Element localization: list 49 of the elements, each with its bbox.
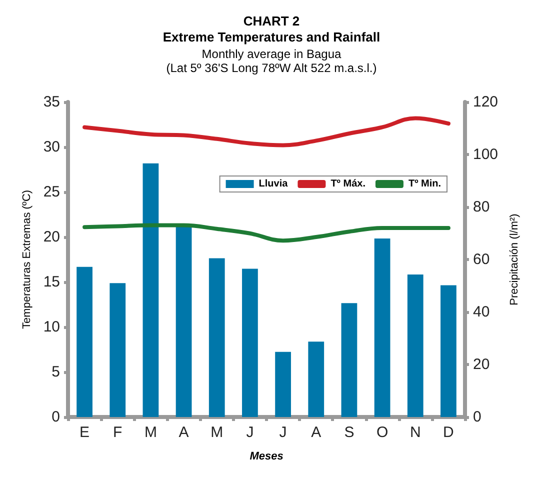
x-tick-label: D [443,424,454,441]
y-tick-label: 15 [43,274,60,290]
bar [110,283,126,417]
x-tick-label: N [410,424,421,441]
y2-tick-label: 60 [473,251,490,268]
y-tick-label: 5 [52,364,60,380]
bar [440,285,456,417]
bar [308,342,324,417]
y-tick-label: 30 [43,138,60,156]
y2-tick-label: 0 [473,408,482,426]
y-tick-label: 35 [43,94,60,110]
y2-tick-label: 80 [473,198,490,216]
y-tick-label: 25 [43,184,60,200]
x-tick-label: M [210,424,224,441]
bar [242,268,258,417]
bar [275,352,291,417]
x-tick-label: J [279,424,287,441]
x-axis-title: Meses [250,450,284,462]
y-tick-label: 0 [52,408,60,426]
bar [341,303,358,417]
y2-axis-title: Precipitación (l/m²) [508,214,520,306]
chart-subtitle: Monthly average in Bagua (Lat 5º 36'S Long 78ºW Alt 522 m.a.s.l.) [166,47,377,75]
bar [208,258,225,417]
x-tick-label: M [144,424,157,441]
y-tick-label: 20 [43,228,60,246]
legend-label: Lluvia [258,178,288,190]
bar [176,225,192,417]
bar [407,274,424,417]
y-tick-label: 10 [43,318,60,336]
line-series [82,223,450,243]
x-tick-label: F [113,424,122,441]
line-series [82,116,450,148]
x-tick-label: A [178,424,189,441]
x-tick-label: E [80,424,90,441]
x-tick-label: S [344,424,354,441]
bar [76,266,92,417]
y2-tick-label: 40 [473,304,490,320]
x-tick-label: O [376,424,388,441]
y2-tick-label: 20 [473,356,490,373]
y2-tick-label: 100 [473,146,498,163]
bar [142,163,159,417]
bar [374,238,390,417]
x-tick-label: A [311,424,322,441]
y2-tick-label: 120 [473,94,498,110]
chart-title: CHART 2 Extreme Temperatures and Rainfall [162,14,380,44]
legend-label: Tº Min. [408,178,442,190]
legend-label: Tº Máx. [330,178,366,190]
x-tick-label: J [246,424,254,441]
y-axis-title: Temperaturas Extremas (ºC) [20,190,33,330]
